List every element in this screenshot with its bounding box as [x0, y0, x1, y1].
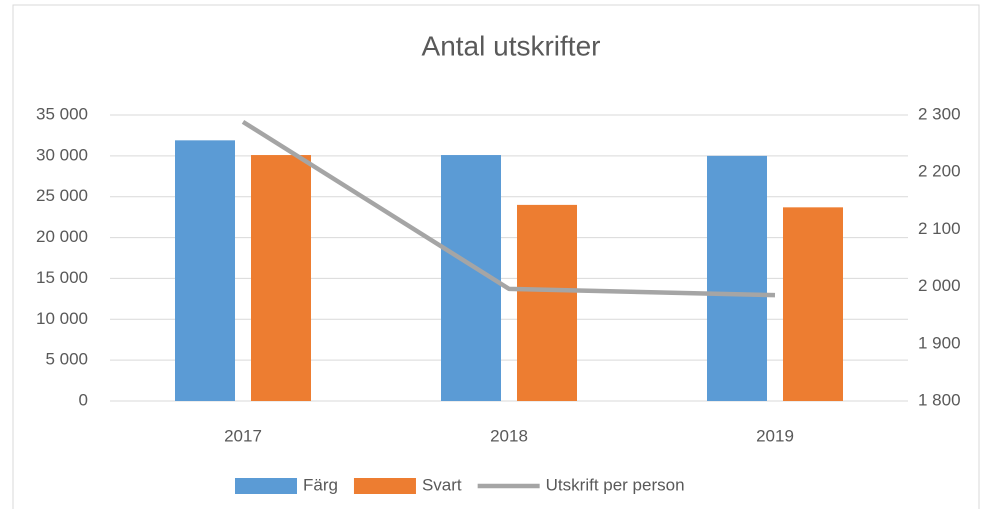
- legend-label: Svart: [422, 475, 462, 494]
- legend-swatch: [353, 478, 416, 494]
- bar: [517, 204, 577, 401]
- x-tick-label: 2017: [224, 426, 262, 445]
- line-series: [241, 119, 776, 298]
- bar: [251, 155, 311, 401]
- y2-tick-label: 2 100: [918, 219, 961, 238]
- y-tick-label: 35 000: [36, 104, 88, 123]
- y-tick-label: 30 000: [36, 145, 88, 164]
- legend-label: Färg: [303, 475, 338, 494]
- legend-swatch: [235, 478, 297, 494]
- y-tick-label: 20 000: [36, 227, 88, 246]
- y2-tick-label: 2 200: [918, 162, 961, 181]
- y-tick-label: 15 000: [36, 268, 88, 287]
- bar: [175, 140, 235, 401]
- legend-label: Utskrift per person: [546, 475, 685, 494]
- y2-tick-label: 2 300: [918, 104, 961, 123]
- x-tick-label: 2018: [490, 426, 528, 445]
- y-tick-label: 0: [79, 390, 88, 409]
- y2-tick-label: 1 800: [918, 390, 961, 409]
- y-tick-label: 25 000: [36, 186, 88, 205]
- y2-tick-label: 1 900: [918, 333, 961, 352]
- chart-title: Antal utskrifter: [422, 30, 601, 61]
- bar: [707, 155, 767, 401]
- y2-tick-label: 2 000: [918, 276, 961, 295]
- y-tick-label: 5 000: [45, 350, 88, 369]
- bar: [783, 207, 843, 401]
- x-tick-label: 2019: [756, 426, 794, 445]
- y-tick-label: 10 000: [36, 309, 88, 328]
